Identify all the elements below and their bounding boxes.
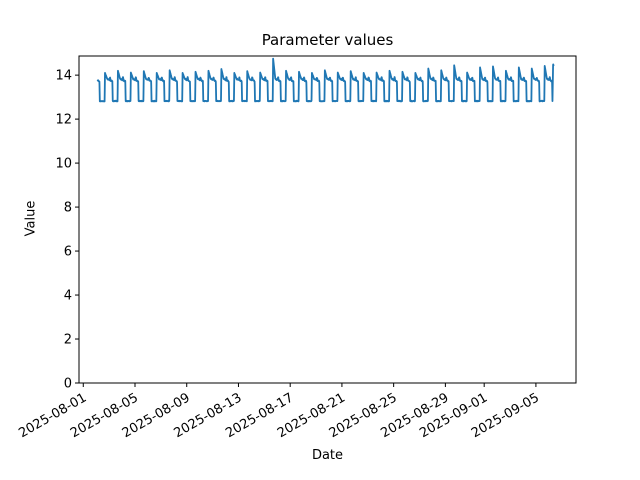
y-tick-label: 10 <box>55 157 72 172</box>
axis-ticks <box>75 74 537 387</box>
y-tick-label: 8 <box>64 201 72 216</box>
x-axis-label: Date <box>311 448 344 463</box>
chart-title: Parameter values <box>261 31 394 49</box>
y-tick-label: 12 <box>55 113 72 128</box>
y-tick-label: 0 <box>64 377 72 392</box>
axes-frame <box>78 55 577 384</box>
y-tick-label: 2 <box>64 333 72 348</box>
y-tick-label: 14 <box>55 69 72 84</box>
axis-tick-labels: 024681012142025-08-012025-08-052025-08-0… <box>16 69 542 442</box>
y-tick-label: 4 <box>64 289 72 304</box>
data-line <box>96 57 555 103</box>
y-tick-label: 6 <box>64 245 72 260</box>
